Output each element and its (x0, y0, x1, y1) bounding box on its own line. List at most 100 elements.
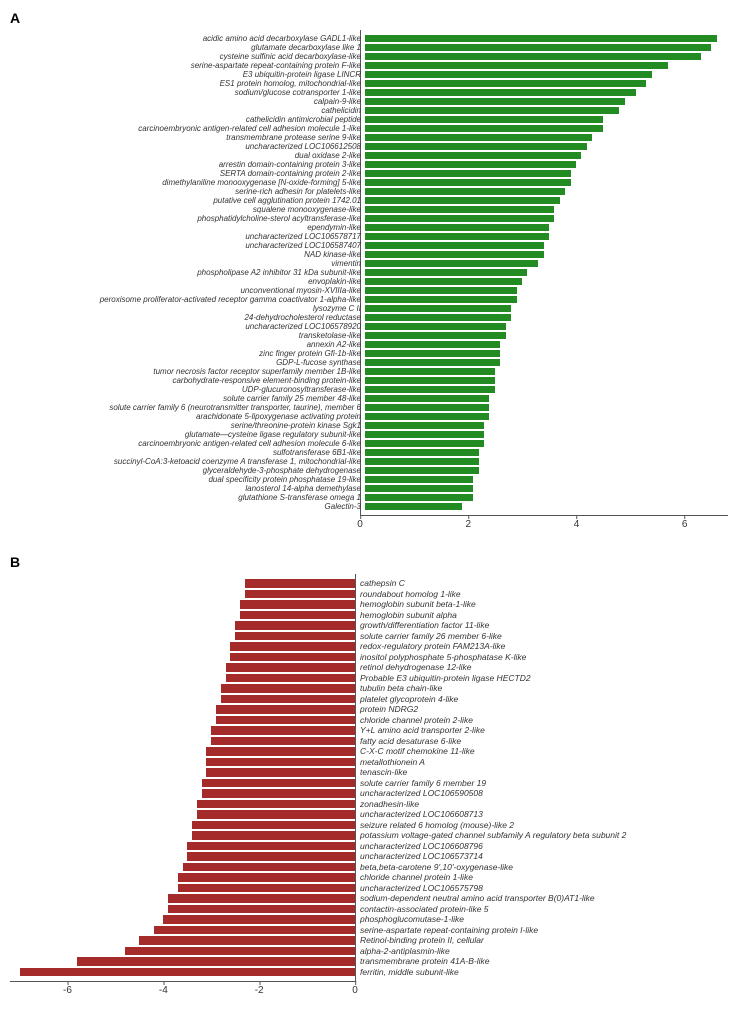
bar-row: peroxisome proliferator-activated recept… (11, 295, 728, 304)
bar-label: Y+L amino acid transporter 2-like (356, 726, 485, 735)
panel-a-label: A (10, 10, 728, 26)
bar-label: ES1 protein homolog, mitochondrial-like (11, 80, 365, 88)
bar-label: hemoglobin subunit beta-1-like (356, 600, 476, 609)
bar-label: zinc finger protein Gfi-1b-like (11, 350, 365, 358)
bar (230, 653, 355, 662)
bar-row: dimethylaniline monooxygenase [N-oxide-f… (11, 178, 728, 187)
bar (365, 170, 571, 177)
bar-row (10, 673, 355, 684)
x-tick: 4 (574, 519, 580, 530)
bar (365, 494, 473, 501)
bar (20, 968, 355, 977)
bar-label: peroxisome proliferator-activated recept… (11, 296, 365, 304)
bar (168, 894, 355, 903)
bar (365, 359, 500, 366)
bar-row: unconventional myosin-XVIIIa-like (11, 286, 728, 295)
bar-row: E3 ubiquitin-protein ligase LINCR (11, 70, 728, 79)
bar-row (10, 641, 355, 652)
bar (206, 758, 355, 767)
bar (365, 251, 544, 258)
bar (197, 810, 355, 819)
panel-b: B cathepsin Croundabout homolog 1-likehe… (10, 554, 728, 1000)
bar (365, 278, 522, 285)
x-tick: 0 (357, 519, 363, 530)
bar-row (10, 578, 355, 589)
bar (365, 242, 544, 249)
bar-label: tumor necrosis factor receptor superfami… (11, 368, 365, 376)
bar-label: sodium-dependent neutral amino acid tran… (356, 894, 595, 903)
x-tick: 2 (465, 519, 471, 530)
bar-row: glutathione S-transferase omega 1 (11, 493, 728, 502)
bar-row: calpain-9-like (11, 97, 728, 106)
bar-label: UDP-glucuronosyltransferase-like (11, 386, 365, 394)
bar-row: uncharacterized LOC106578920 (11, 322, 728, 331)
panel-b-label: B (10, 554, 728, 570)
bar (365, 287, 517, 294)
bar-label: dual oxidase 2-like (11, 152, 365, 160)
bar (365, 449, 479, 456)
bar-row: dual oxidase 2-like (11, 151, 728, 160)
bar-label: hemoglobin subunit alpha (356, 611, 457, 620)
bar-row: glutamate—cysteine ligase regulatory sub… (11, 430, 728, 439)
bar-row: glutamate decarboxylase like 1 (11, 43, 728, 52)
bar-label: inositol polyphosphate 5-phosphatase K-l… (356, 653, 526, 662)
x-tick: 0 (352, 985, 358, 996)
bar-label: dual specificity protein phosphatase 19-… (11, 476, 365, 484)
bar-row: solute carrier family 25 member 48-like (11, 394, 728, 403)
bar (365, 179, 571, 186)
bar-label: Galectin-3 (11, 503, 365, 511)
bar-row (10, 925, 355, 936)
bar (178, 873, 355, 882)
bar-row: Galectin-3 (11, 502, 728, 511)
bar-row (10, 935, 355, 946)
bar-label: uncharacterized LOC106587407 (11, 242, 365, 250)
bar (365, 35, 717, 42)
bar (226, 674, 355, 683)
bar-row: dual specificity protein phosphatase 19-… (11, 475, 728, 484)
bar (154, 926, 355, 935)
bar-label: phospholipase A2 inhibitor 31 kDa subuni… (11, 269, 365, 277)
bar-row (10, 599, 355, 610)
bar-label: serine/threonine-protein kinase Sgk1 (11, 422, 365, 430)
bar (202, 789, 355, 798)
bar-row (10, 872, 355, 883)
bar-row: serine-aspartate repeat-containing prote… (11, 61, 728, 70)
bar (365, 188, 565, 195)
bar-row: succinyl-CoA:3-ketoacid coenzyme A trans… (11, 457, 728, 466)
bar-label: retinol dehydrogenase 12-like (356, 663, 472, 672)
bar-label: uncharacterized LOC106608713 (356, 810, 483, 819)
bar (365, 368, 495, 375)
bar-label: alpha-2-antiplasmin-like (356, 947, 450, 956)
bar-row: cysteine sulfinic acid decarboxylase-lik… (11, 52, 728, 61)
bar-label: serine-aspartate repeat-containing prote… (356, 926, 538, 935)
bar-row (10, 610, 355, 621)
bar-row: uncharacterized LOC106578717 (11, 232, 728, 241)
bar-label: cathelicidin (11, 107, 365, 115)
bar-row: ependymin-like (11, 223, 728, 232)
bar (365, 206, 554, 213)
bar-label: transmembrane protease serine 9-like (11, 134, 365, 142)
bar-label: dimethylaniline monooxygenase [N-oxide-f… (11, 179, 365, 187)
bar-label: E3 ubiquitin-protein ligase LINCR (11, 71, 365, 79)
bar (365, 323, 506, 330)
bar-label: chloride channel protein 1-like (356, 873, 473, 882)
bar (365, 89, 636, 96)
bar (365, 350, 500, 357)
bar-row (10, 956, 355, 967)
bar-label: carcinoembryonic antigen-related cell ad… (11, 440, 365, 448)
bar-row: serine-rich adhesin for platelets-like (11, 187, 728, 196)
bar (216, 705, 355, 714)
bar-label: metallothionein A (356, 758, 425, 767)
bar-row (10, 862, 355, 873)
bar (240, 600, 355, 609)
bar (365, 44, 711, 51)
bar-row: 24-dehydrocholesterol reductase (11, 313, 728, 322)
bar-label: solute carrier family 25 member 48-like (11, 395, 365, 403)
x-tick: 6 (682, 519, 688, 530)
bar-row (10, 820, 355, 831)
bar-label: Retinol-binding protein II, cellular (356, 936, 484, 945)
bar (365, 503, 462, 510)
bar-label: tenascin-like (356, 768, 407, 777)
bar (365, 107, 619, 114)
bar-label: contactin-associated protein-like 5 (356, 905, 489, 914)
